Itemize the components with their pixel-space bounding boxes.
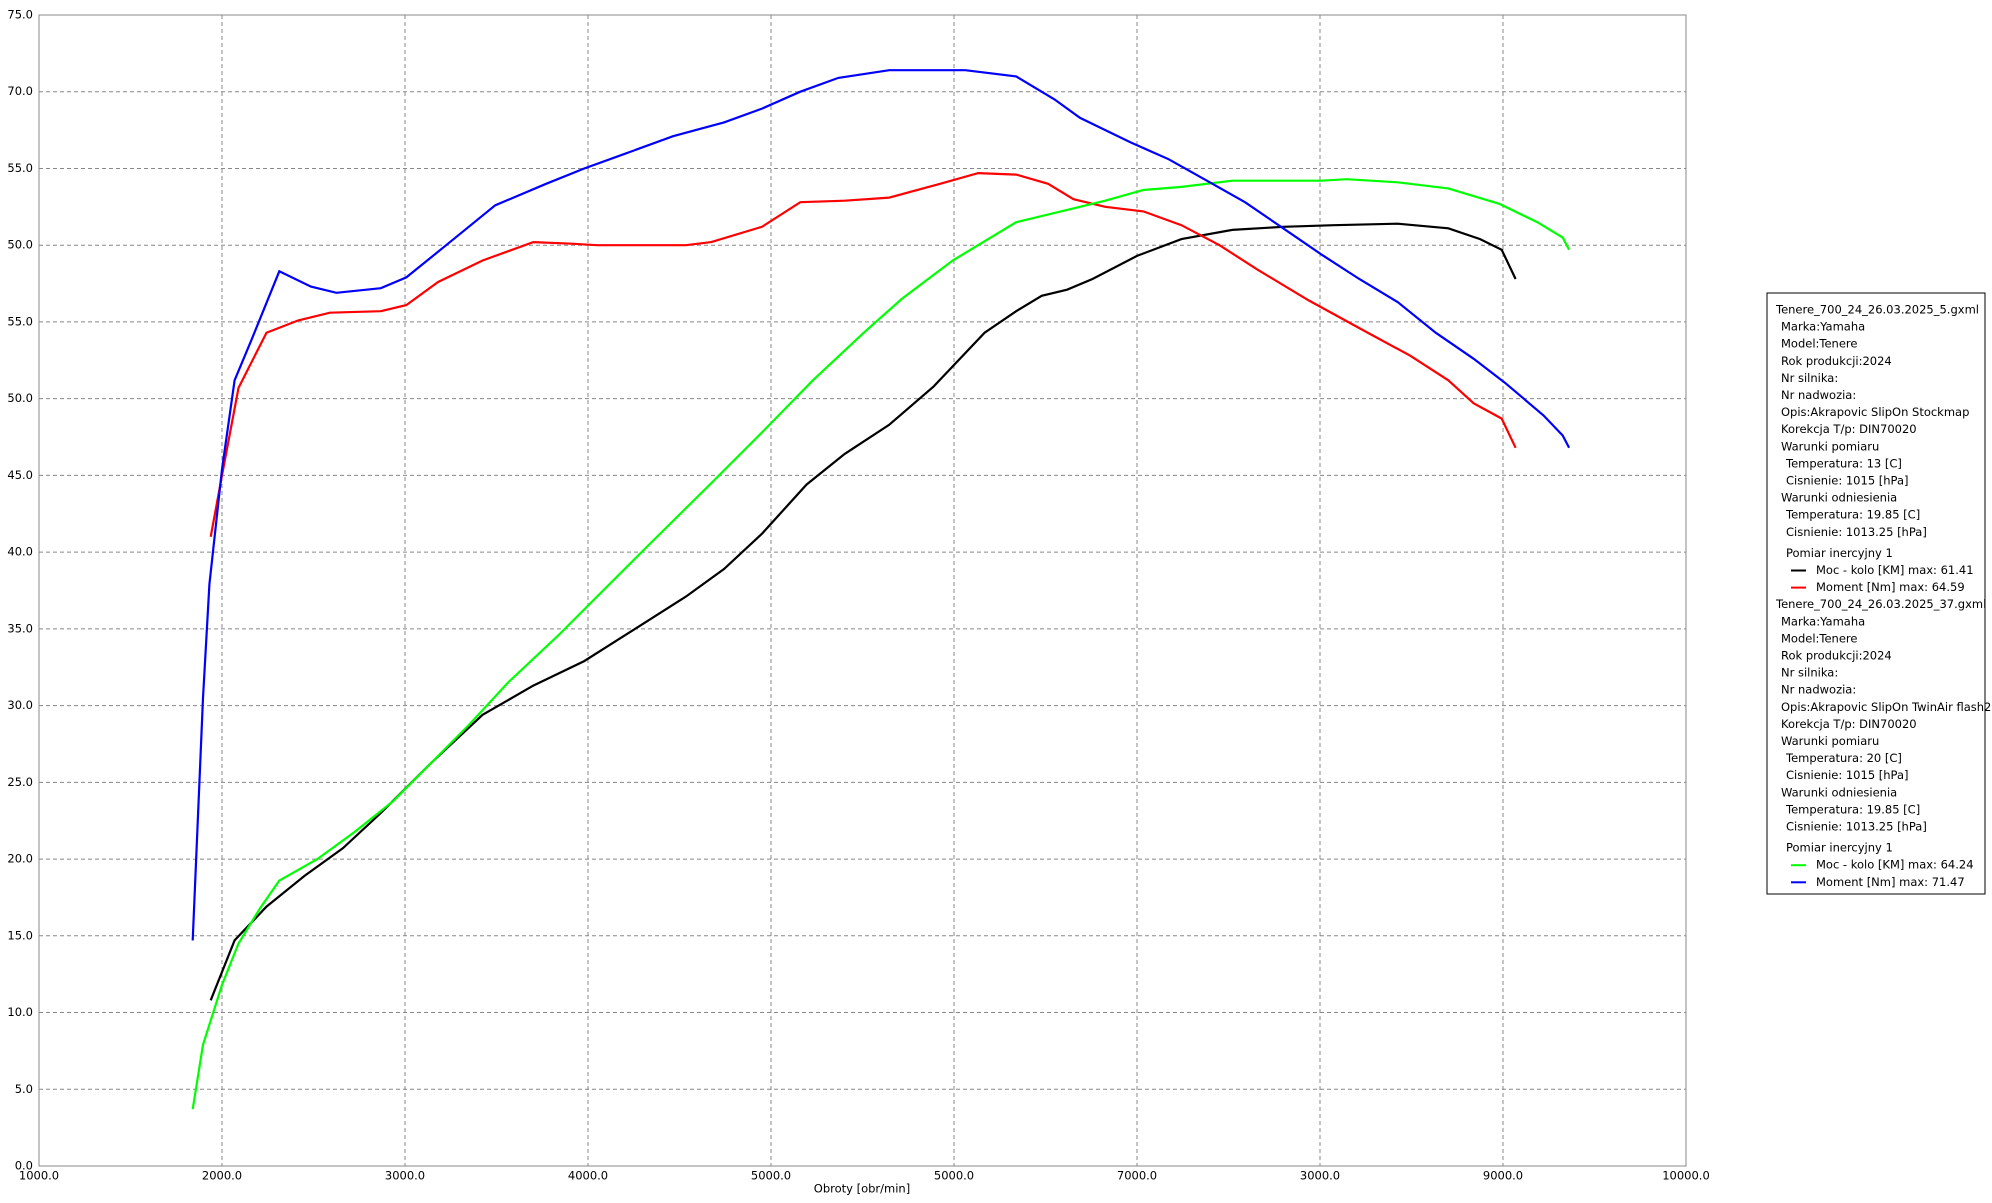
x-tick-label: 2000.0 <box>202 1169 242 1183</box>
legend-box <box>1766 292 1986 895</box>
legend-condition: Cisnienie: 1015 [hPa] <box>1786 768 1909 782</box>
series-line <box>209 171 1517 537</box>
legend-detail: Nr nadwozia: <box>1781 683 1856 697</box>
x-tick-label: 5000.0 <box>934 1169 974 1183</box>
legend-entry: Moc - kolo [KM] max: 61.41 <box>1816 563 1974 577</box>
legend-condition-title: Warunki pomiaru <box>1781 734 1879 748</box>
y-tick-label: 35.0 <box>7 621 33 635</box>
legend-entry: Moc - kolo [KM] max: 64.24 <box>1816 858 1974 872</box>
legend-detail: Opis:Akrapovic SlipOn TwinAir flash2 100 <box>1781 700 1992 714</box>
legend-condition: Temperatura: 13 [C] <box>1785 456 1902 470</box>
legend-file: Tenere_700_24_26.03.2025_37.gxml <box>1775 597 1986 611</box>
legend-entry: Moment [Nm] max: 71.47 <box>1816 875 1965 889</box>
legend-group: Pomiar inercyjny 1 <box>1786 546 1893 560</box>
legend-condition-title: Warunki odniesienia <box>1781 785 1897 799</box>
legend-detail: Nr nadwozia: <box>1781 388 1856 402</box>
y-tick-label: 50.0 <box>7 238 33 252</box>
y-tick-label: 15.0 <box>7 928 33 942</box>
legend-detail: Rok produkcji:2024 <box>1781 354 1892 368</box>
legend-condition: Cisnienie: 1015 [hPa] <box>1786 474 1909 488</box>
legend-condition: Cisnienie: 1013.25 [hPa] <box>1786 525 1927 539</box>
legend-condition: Cisnienie: 1013.25 [hPa] <box>1786 820 1927 834</box>
y-tick-label: 55.0 <box>7 161 33 175</box>
x-tick-label: 3000.0 <box>1300 1169 1340 1183</box>
legend-detail: Marka:Yamaha <box>1781 614 1865 628</box>
legend-detail: Korekcja T/p: DIN70020 <box>1781 717 1917 731</box>
legend-detail: Opis:Akrapovic SlipOn Stockmap <box>1781 405 1969 419</box>
y-tick-label: 55.0 <box>7 314 33 328</box>
series-line <box>191 69 1571 941</box>
legend-detail: Model:Tenere <box>1781 631 1857 645</box>
x-tick-label: 10000.0 <box>1662 1169 1710 1183</box>
legend-file: Tenere_700_24_26.03.2025_5.gxml <box>1775 303 1979 317</box>
y-tick-label: 45.0 <box>7 468 33 482</box>
legend-condition-title: Warunki pomiaru <box>1781 439 1879 453</box>
y-tick-label: 10.0 <box>7 1005 33 1019</box>
legend-entry: Moment [Nm] max: 64.59 <box>1816 580 1965 594</box>
legend-condition: Temperatura: 19.85 [C] <box>1785 802 1920 816</box>
legend-detail: Nr silnika: <box>1781 371 1838 385</box>
y-tick-label: 25.0 <box>7 775 33 789</box>
x-tick-label: 3000.0 <box>385 1169 425 1183</box>
y-tick-label: 75.0 <box>7 8 33 22</box>
x-tick-label: 5000.0 <box>751 1169 791 1183</box>
x-tick-label: 9000.0 <box>1483 1169 1523 1183</box>
y-tick-label: 70.0 <box>7 84 33 98</box>
legend-detail: Nr silnika: <box>1781 666 1838 680</box>
legend-condition: Temperatura: 19.85 [C] <box>1785 508 1920 522</box>
x-tick-label: 7000.0 <box>1117 1169 1157 1183</box>
y-tick-label: 40.0 <box>7 545 33 559</box>
legend-detail: Marka:Yamaha <box>1781 320 1865 334</box>
plot-frame <box>38 14 1687 1167</box>
y-tick-label: 20.0 <box>7 852 33 866</box>
y-tick-label: 30.0 <box>7 698 33 712</box>
legend-detail: Korekcja T/p: DIN70020 <box>1781 422 1917 436</box>
legend-group: Pomiar inercyjny 1 <box>1786 841 1893 855</box>
y-tick-label: 0.0 <box>15 1159 33 1173</box>
legend-detail: Model:Tenere <box>1781 337 1857 351</box>
legend-detail: Rok produkcji:2024 <box>1781 649 1892 663</box>
x-tick-label: 4000.0 <box>568 1169 608 1183</box>
series-line <box>191 178 1571 1110</box>
legend-condition: Temperatura: 20 [C] <box>1785 751 1902 765</box>
y-tick-label: 50.0 <box>7 391 33 405</box>
y-tick-label: 5.0 <box>15 1082 33 1096</box>
x-tick-label: 1000.0 <box>19 1169 59 1183</box>
legend-condition-title: Warunki odniesienia <box>1781 491 1897 505</box>
x-axis-label: Obroty [obr/min] <box>814 1182 910 1196</box>
